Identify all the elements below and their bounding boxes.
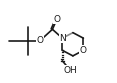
Text: OH: OH [64,66,78,75]
Text: O: O [80,46,87,55]
Text: O: O [53,15,60,24]
Text: N: N [59,34,66,43]
Text: O: O [36,36,43,45]
